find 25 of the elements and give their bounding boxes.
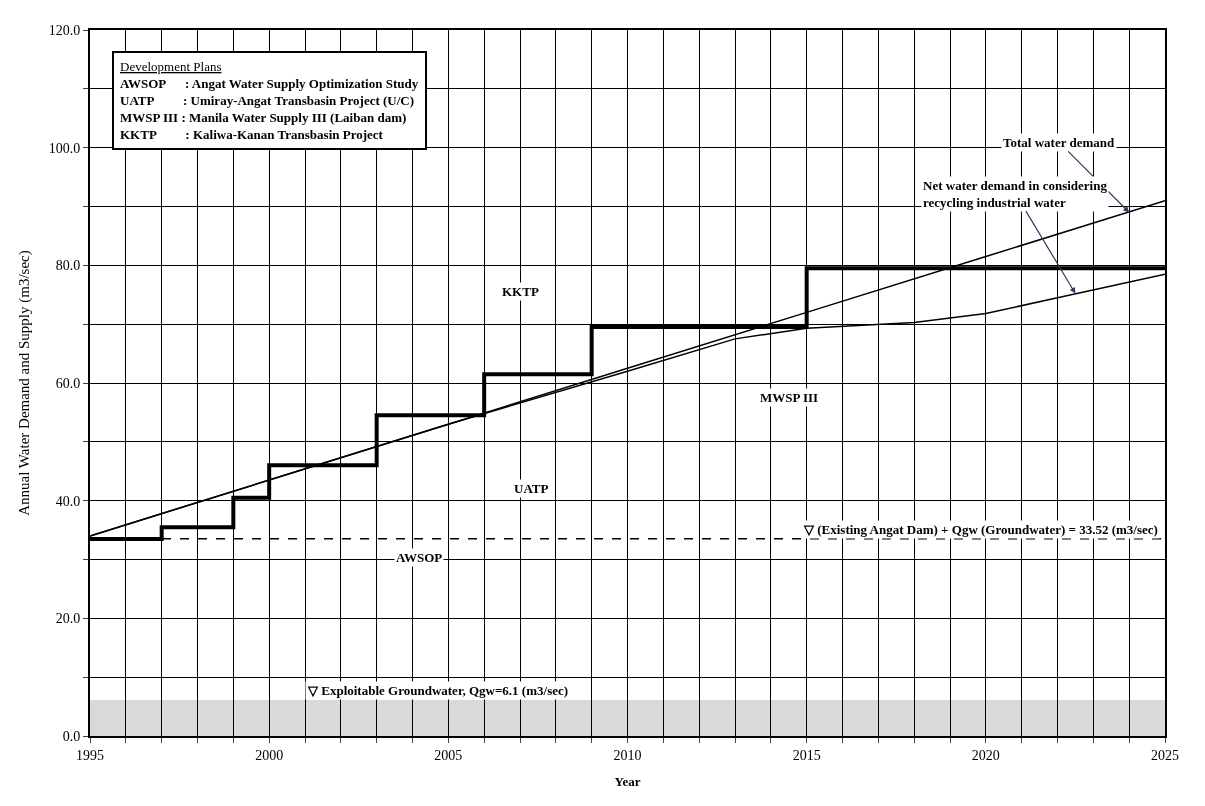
x-tick-label: 2025 [1151,747,1179,763]
annotation: KKTP [502,284,539,299]
ref-line-label: ▽ (Existing Angat Dam) + Qgw (Groundwater) = 33.52 (m3/sec) [803,522,1158,537]
annotation: UATP [514,481,549,496]
x-tick-label: 2020 [971,747,1000,763]
x-tick-label: 2000 [255,747,284,763]
annotation: Net water demand in considering recycling industrial water [923,178,1108,210]
x-axis-title: Year [614,773,641,789]
y-tick-label: 20.0 [55,611,81,627]
y-axis-title: Annual Water Demand and Supply (m3/sec) [16,250,34,516]
band-label: ▽ Exploitable Groundwater, Qgw=6.1 (m3/sec) [307,683,569,698]
annotation: Development Plans AWSOP : Angat Water Supply Optimization Study UATP : Umiray-Angat Transbasin Project (U/C) MWSP III : Manila Water Supply III (Laiban dam) KKTP : Kaliwa-Kanan Transbasin Project [120,59,419,142]
x-tick-label: 2015 [792,747,821,763]
x-tick-label: 2010 [613,747,642,763]
y-tick-label: 40.0 [55,493,81,509]
x-tick-label: 2005 [434,747,463,763]
annotation: AWSOP [396,550,443,565]
y-tick-label: 0.0 [62,728,81,744]
y-tick-label: 80.0 [55,258,81,274]
x-tick-label: 1995 [76,747,104,763]
y-tick-label: 100.0 [48,140,81,156]
annotation: MWSP III [760,390,819,405]
y-tick-label: 60.0 [55,375,81,391]
y-tick-label: 120.0 [48,22,81,38]
annotation: Total water demand [1003,135,1115,150]
